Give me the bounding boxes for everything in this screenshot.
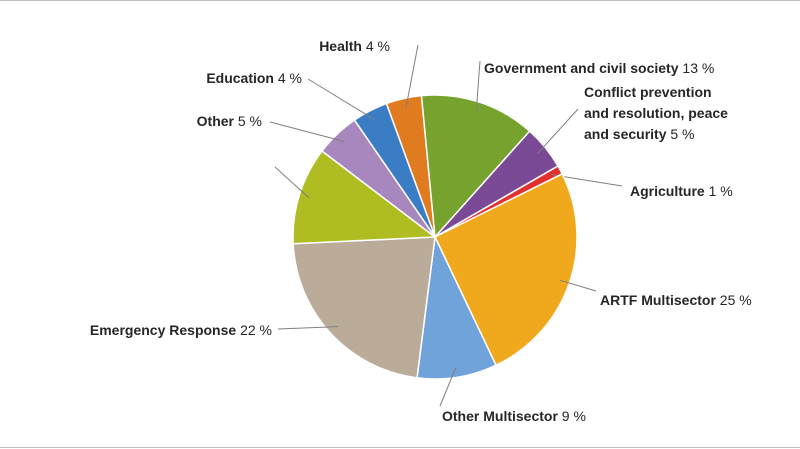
leader-line-emergency-response [277,326,339,330]
slice-label-conflict-prevention-and-resolution-peace-and-security: and security 5 % [584,126,695,142]
slice-value-label: 25 % [716,292,752,308]
slice-label-government-and-civil-society: Government and civil society 13 % [484,60,714,76]
slice-value-label: 5 % [234,113,262,129]
slice-label-emergency-response: Emergency Response 22 % [90,322,272,338]
leader-line-other [269,121,345,142]
slice-label-health: Health 4 % [319,38,390,54]
leader-line-artf-multisector [559,279,597,292]
slice-value-label: 1 % [705,183,733,199]
slice-value-label: 22 % [236,322,272,338]
leader-line-other-multisector [439,367,457,407]
pie-slice-other-multisector [416,234,498,380]
slice-value-label: 4 % [362,38,390,54]
slice-value-label: 13 % [679,60,715,76]
pie-slice-unlabeled [292,149,438,245]
slice-label-other-multisector: Other Multisector 9 % [442,408,586,424]
slice-value-label: 9 % [558,408,586,424]
pie-slice-education [353,102,436,238]
slice-label-conflict-prevention-and-resolution-peace-and-security: and resolution, peace [584,105,728,121]
pie-slice-emergency-response [292,236,436,379]
slice-value-label: 4 % [274,70,302,86]
slice-label-education: Education 4 % [206,70,302,86]
slice-value-label: 5 % [666,126,694,142]
leader-line-government-and-civil-society [475,60,481,112]
leader-line-health [405,44,419,109]
pie-slice-government-and-civil-society [420,94,531,239]
slice-label-agriculture: Agriculture 1 % [630,183,733,199]
leader-line-education [307,78,375,121]
slice-label-conflict-prevention-and-resolution-peace-and-security: Conflict prevention [584,84,712,100]
slice-label-other: Other 5 % [197,113,262,129]
leader-line-unlabeled [274,166,310,199]
leader-line-conflict-prevention-and-resolution-peace-and-security [537,108,579,155]
slice-label-artf-multisector: ARTF Multisector 25 % [600,292,752,308]
